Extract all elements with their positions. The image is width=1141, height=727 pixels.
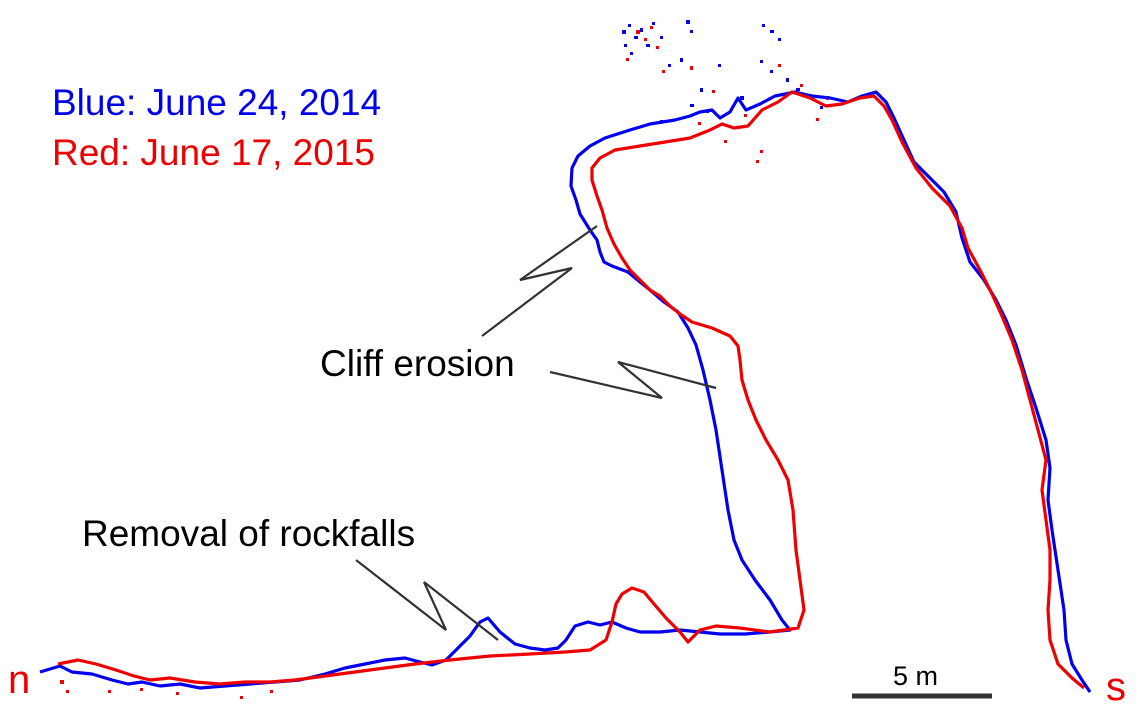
legend-2014: Blue: June 24, 2014: [52, 82, 382, 123]
rockfall-leader: [355, 559, 499, 641]
profile-2014-blue: [39, 90, 1092, 693]
legend-2015: Red: June 17, 2015: [52, 132, 375, 173]
cliff-leader-lower: [549, 360, 717, 400]
north-label: n: [8, 658, 31, 702]
cliff-leader-upper: [481, 225, 598, 337]
south-label: s: [1106, 665, 1126, 709]
north-end-scatter: [60, 680, 273, 699]
cliff-erosion-label: Cliff erosion: [320, 343, 515, 384]
scale-bar-label: 5 m: [893, 661, 939, 691]
profile-2015-red: [57, 90, 1086, 690]
annotation-leaders: [355, 225, 717, 641]
rockfall-removal-label: Removal of rockfalls: [82, 513, 416, 554]
